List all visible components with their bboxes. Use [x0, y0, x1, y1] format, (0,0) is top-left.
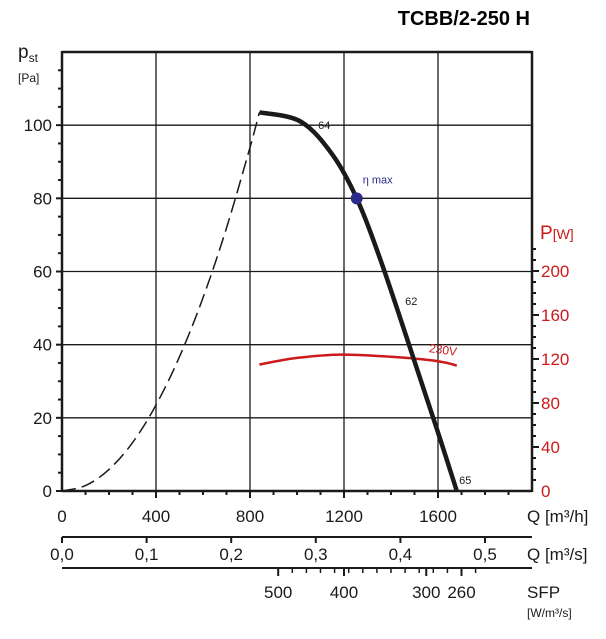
x-tick-label: 0: [57, 507, 66, 526]
x-tick-label: 1600: [419, 507, 457, 526]
curve-point-label: 62: [405, 296, 417, 308]
x2-tick-label: 0,1: [135, 545, 159, 564]
y2-tick-label: 120: [541, 350, 569, 369]
sfp-tick-label: 260: [447, 583, 475, 602]
sfp-tick-label: 300: [412, 583, 440, 602]
x2-tick-label: 0,4: [389, 545, 413, 564]
eta-max-marker: [350, 192, 363, 205]
y2-tick-label: 0: [541, 482, 550, 501]
sfp-label: SFP: [527, 583, 560, 602]
y-axis-label: pst: [18, 42, 39, 65]
sfp-unit: [W/m³/s]: [527, 606, 572, 620]
voltage-label: 230V: [428, 341, 458, 359]
x-tick-label: 1200: [325, 507, 363, 526]
y2-tick-label: 160: [541, 306, 569, 325]
x2-tick-label: 0,5: [473, 545, 497, 564]
x-tick-label: 800: [236, 507, 264, 526]
labels-group: pst [Pa] P[W] Q [m³/h] Q [m³/s] SFP [W/m…: [18, 42, 588, 620]
x2-tick-label: 0,3: [304, 545, 328, 564]
y-tick-label: 20: [33, 409, 52, 428]
x2-axis-label: Q [m³/s]: [527, 545, 587, 564]
system-curve-dashed: [61, 112, 261, 492]
y-tick-label: 40: [33, 336, 52, 355]
y-tick-label: 80: [33, 189, 52, 208]
y-tick-label: 60: [33, 263, 52, 282]
sfp-tick-label: 500: [264, 583, 292, 602]
y-tick-label: 0: [43, 482, 52, 501]
chart-title: TCBB/2-250 H: [398, 8, 530, 30]
x-tick-label: 400: [142, 507, 170, 526]
axes: 0 20 40 60 80 100 0 40 80 120 160 200 0 400 800 1200 160…: [24, 50, 569, 602]
y2-tick-label: 40: [541, 438, 560, 457]
x-axis-label: Q [m³/h]: [527, 507, 588, 526]
grid: [62, 52, 532, 491]
y2-tick-label: 80: [541, 394, 560, 413]
y-tick-label: 100: [24, 116, 52, 135]
sfp-tick-label: 400: [330, 583, 358, 602]
y-axis-unit: [Pa]: [18, 71, 39, 85]
x2-tick-label: 0,0: [50, 545, 74, 564]
eta-max-label: η max: [363, 174, 393, 186]
series-group: 64 62 65 η max 230V: [61, 110, 471, 492]
x2-tick-label: 0,2: [219, 545, 243, 564]
curve-point-label: 65: [459, 475, 471, 487]
pressure-curve: [258, 110, 459, 492]
y2-axis-label: P[W]: [540, 223, 574, 244]
y2-tick-label: 200: [541, 262, 569, 281]
curve-point-label: 64: [318, 120, 330, 132]
power-curve-230v: [259, 353, 458, 367]
